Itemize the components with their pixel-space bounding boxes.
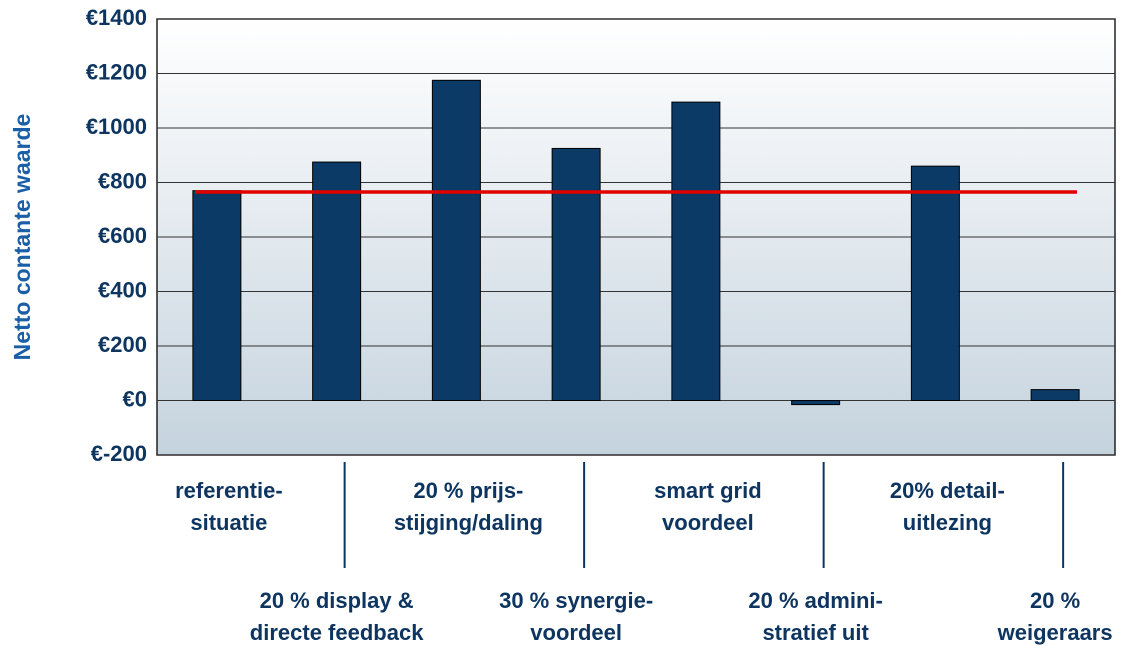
x-tick-label: stijging/daling xyxy=(394,510,543,535)
x-tick-label: stratief uit xyxy=(762,620,869,645)
x-tick-label: weigeraars xyxy=(997,620,1113,645)
x-tick-label: uitlezing xyxy=(903,510,992,535)
x-tick-label: 30 % synergie- xyxy=(499,588,653,613)
y-tick-label: €1400 xyxy=(86,5,147,30)
bar xyxy=(312,161,362,401)
x-tick-label: smart grid xyxy=(654,478,762,503)
y-tick-label: €0 xyxy=(123,386,147,411)
x-tick-label: referentie- xyxy=(175,478,283,503)
y-axis-label: Netto contante waarde xyxy=(9,114,35,361)
x-tick-label: 20 % prijs- xyxy=(413,478,523,503)
x-tick-label: 20 % xyxy=(1030,588,1080,613)
x-tick-label: 20% detail- xyxy=(890,478,1005,503)
x-tick-label: 20 % display & xyxy=(260,588,414,613)
bar xyxy=(910,165,960,401)
x-tick-label: 20 % admini- xyxy=(748,588,882,613)
bar xyxy=(551,147,601,401)
bar xyxy=(671,101,721,402)
x-tick-label: voordeel xyxy=(530,620,622,645)
x-tick-label: situatie xyxy=(190,510,267,535)
y-tick-label: €800 xyxy=(98,168,147,193)
bar xyxy=(1030,389,1080,402)
y-tick-label: €-200 xyxy=(91,441,147,466)
y-tick-label: €1000 xyxy=(86,114,147,139)
y-tick-label: €1200 xyxy=(86,59,147,84)
x-tick-label: voordeel xyxy=(662,510,754,535)
y-tick-label: €200 xyxy=(98,332,147,357)
y-tick-label: €400 xyxy=(98,277,147,302)
bar xyxy=(192,190,242,401)
y-tick-label: €600 xyxy=(98,223,147,248)
bar xyxy=(791,400,841,406)
bar xyxy=(431,79,481,401)
x-tick-label: directe feedback xyxy=(250,620,424,645)
